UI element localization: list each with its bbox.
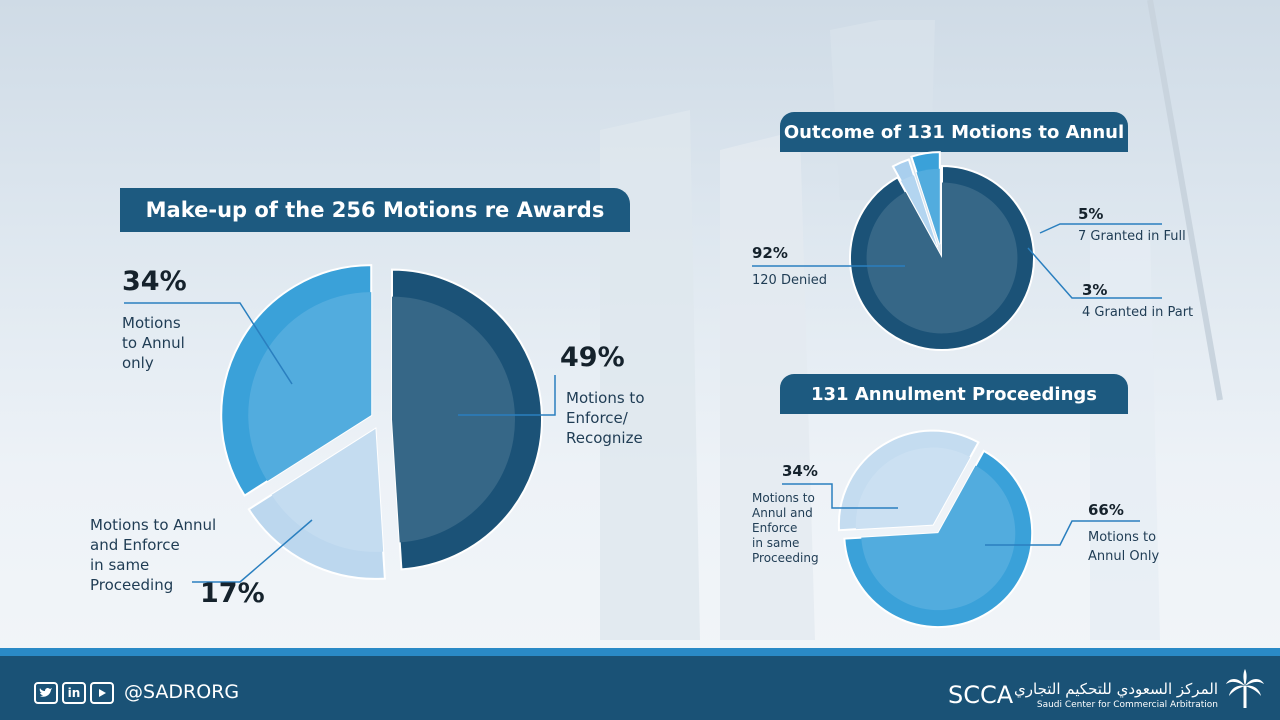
c1-pct-annul-only: 34%: [122, 266, 187, 297]
c2-pct-granted-full: 5%: [1078, 205, 1104, 223]
c3-label-annul-only: Motions to Annul Only: [1088, 530, 1160, 564]
c1-pct-enforce: 49%: [560, 342, 625, 373]
leader-line-granted-part: [1027, 247, 1162, 299]
leader-line-annul-only: [985, 520, 1140, 546]
palm-tree-logo-icon: [1226, 669, 1264, 708]
pie-slice-inner-granted_full: [916, 168, 940, 245]
pie-slice-inner-annul_only: [248, 292, 372, 482]
leader-line-annul-only: [124, 302, 293, 385]
social-handle: @SADRORG: [124, 681, 240, 703]
footer-bar: [0, 648, 1280, 720]
c2-label-denied: 120 Denied: [752, 273, 828, 288]
chart3-title: 131 Annulment Proceedings: [780, 374, 1128, 414]
chart2-title: Outcome of 131 Motions to Annul: [780, 112, 1128, 152]
c3-pct-same-proceeding: 34%: [782, 462, 818, 480]
pie-slice-inner-annul_only: [861, 465, 1016, 611]
pie-chart-motions-makeup: [124, 264, 556, 583]
city-skyline-background: [600, 0, 1223, 640]
org-name-arabic: المركز السعودي للتحكيم التجاري: [1014, 680, 1218, 698]
leader-line-granted-full: [1039, 223, 1162, 234]
c2-label-granted-full: 7 Granted in Full: [1078, 229, 1186, 244]
pie-slice-inner-enforce: [391, 296, 515, 543]
c2-pct-granted-part: 3%: [1082, 281, 1108, 299]
leader-line-same-proceeding: [782, 483, 898, 509]
c3-label-same-proceeding: Motions to Annul and Enforce in same Pro…: [752, 491, 819, 565]
c2-pct-denied: 92%: [752, 244, 788, 262]
twitter-icon[interactable]: [34, 682, 58, 704]
pie-slice-inner-granted_part: [900, 175, 938, 247]
pie-chart-annulment-proceedings: [782, 429, 1140, 629]
pie-chart-annul-outcome: [752, 151, 1162, 351]
c1-label-enforce: Motions to Enforce/ Recognize: [566, 389, 645, 447]
brand-abbreviation: SCCA: [948, 681, 1014, 709]
c1-label-annul-only: Motions to Annul only: [122, 314, 185, 372]
linkedin-icon[interactable]: in: [62, 682, 86, 704]
youtube-icon[interactable]: [90, 682, 114, 704]
c3-pct-annul-only: 66%: [1088, 501, 1124, 519]
c1-label-combined: Motions to Annul and Enforce in same Pro…: [90, 516, 217, 594]
leader-line-enforce: [458, 375, 556, 416]
c1-pct-combined: 17%: [200, 578, 265, 609]
pie-slice-inner-combined: [271, 428, 384, 552]
pie-slice-inner-denied: [866, 182, 1018, 334]
chart1-title: Make-up of the 256 Motions re Awards: [120, 188, 630, 232]
leader-line-combined: [192, 519, 313, 583]
pie-slice-inner-same_proceeding: [855, 447, 971, 530]
org-name-english: Saudi Center for Commercial Arbitration: [1036, 700, 1218, 710]
c2-label-granted-part: 4 Granted in Part: [1082, 305, 1194, 320]
